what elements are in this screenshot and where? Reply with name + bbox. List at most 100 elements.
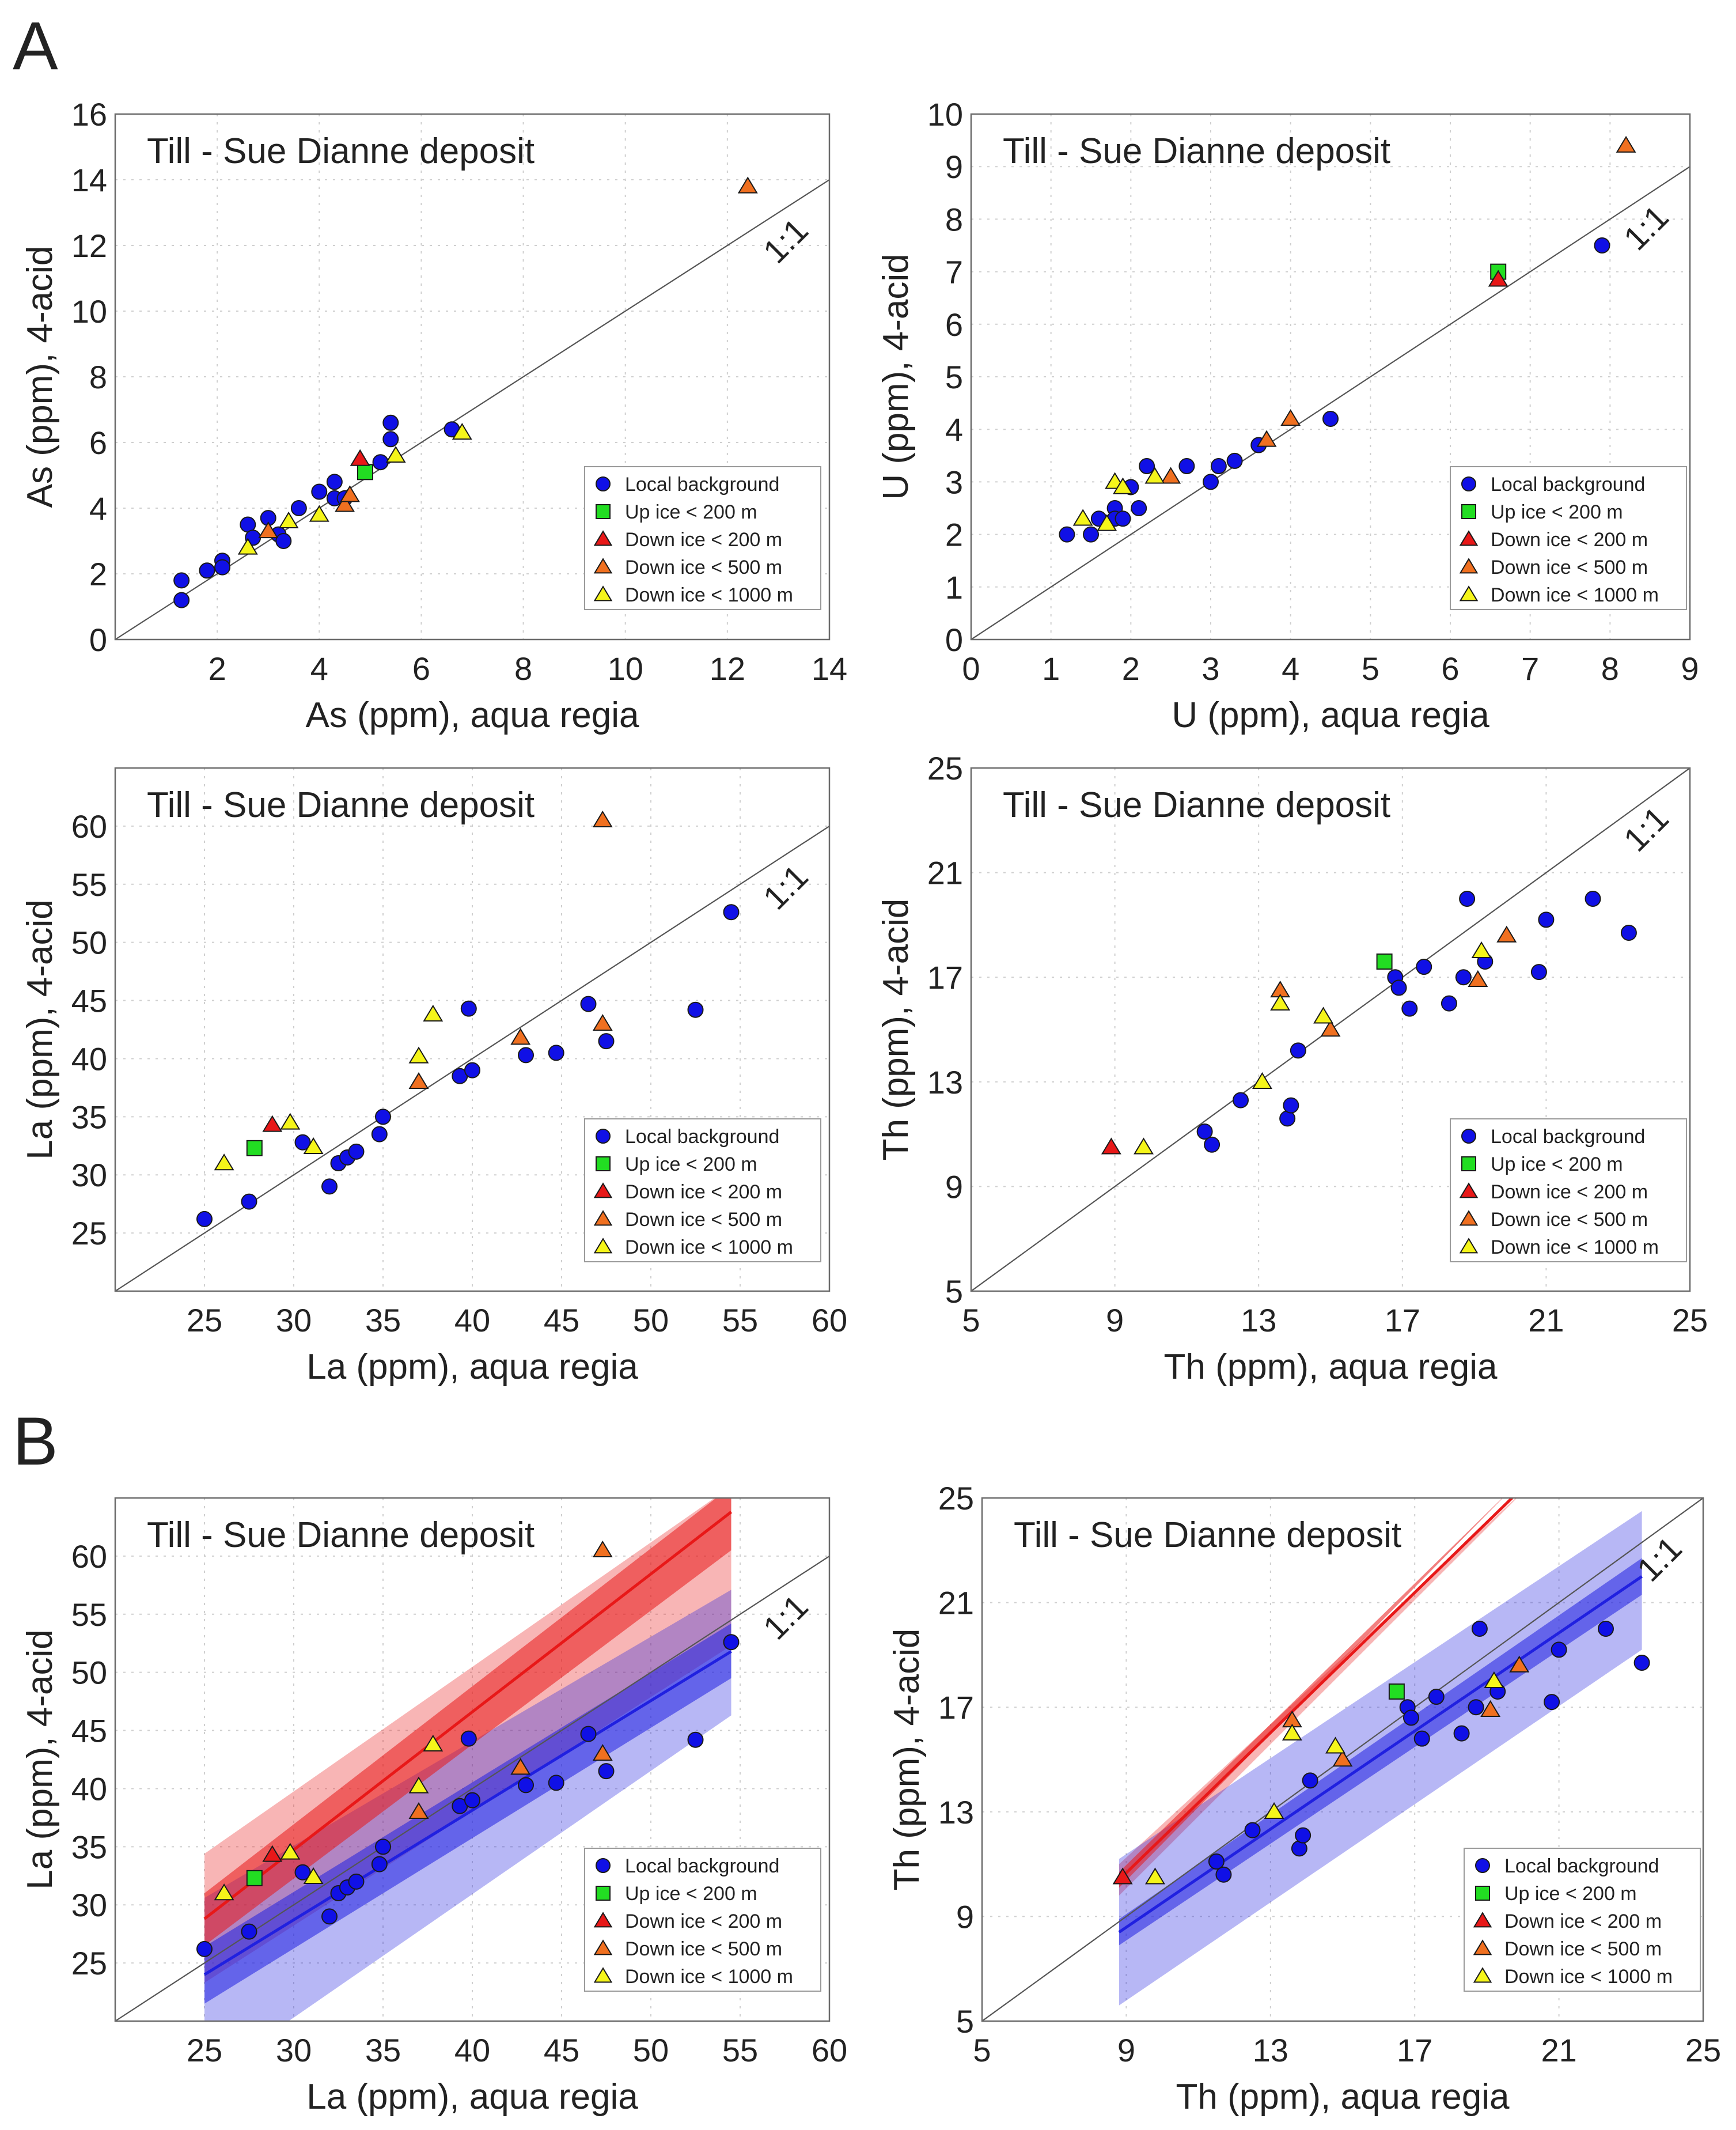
legend: Local background Up ice < 200 m Down ice <… <box>584 466 821 610</box>
chart-title: Till - Sue Dianne deposit <box>147 785 535 825</box>
x-tick-label: 7 <box>1521 650 1539 687</box>
data-points <box>196 1540 740 1957</box>
point-local <box>326 474 343 490</box>
point-local <box>196 1940 213 1957</box>
point-local <box>518 1777 534 1794</box>
point-local <box>375 1838 391 1855</box>
point-down1000 <box>1264 1802 1284 1819</box>
y-tick-label: 16 <box>71 96 107 133</box>
point-down500 <box>408 1072 429 1089</box>
point-local <box>241 1923 257 1940</box>
point-local <box>460 1000 477 1017</box>
y-tick-label: 30 <box>71 1887 107 1923</box>
data-points <box>196 810 740 1227</box>
x-tick-label: 5 <box>973 2032 991 2068</box>
point-local <box>580 1726 597 1742</box>
point-down1000 <box>1313 1007 1333 1024</box>
point-down1000 <box>214 1153 234 1171</box>
legend: Local background Up ice < 200 m Down ice <… <box>1450 1118 1687 1262</box>
legend-label: Up ice < 200 m <box>625 501 757 523</box>
legend-box <box>584 466 821 610</box>
point-down1000 <box>1282 1723 1302 1741</box>
x-tick-label: 10 <box>608 650 643 687</box>
legend-label: Down ice < 200 m <box>1491 1181 1648 1203</box>
x-tick-label: 25 <box>1685 2032 1721 2068</box>
legend-label: Down ice < 1000 m <box>625 584 793 606</box>
tick-labels: 2 4 6 8 10 12 14 0 2 4 6 8 10 12 14 16 <box>71 96 847 687</box>
legend-marker <box>593 1182 613 1198</box>
legend-marker <box>593 530 613 546</box>
point-local <box>1204 1136 1220 1153</box>
legend-marker <box>596 1886 611 1901</box>
legend-marker <box>1459 530 1479 546</box>
chart-title: Till - Sue Dianne deposit <box>147 131 535 171</box>
point-down200 <box>262 1115 283 1132</box>
plot-frame <box>114 113 831 641</box>
point-down500 <box>1509 1655 1530 1673</box>
legend-label: Down ice < 500 m <box>1491 1209 1648 1231</box>
x-tick-label: 55 <box>722 2032 758 2068</box>
y-axis-label: U (ppm), 4-acid <box>876 254 916 500</box>
data-points <box>1059 135 1636 543</box>
band-blue-inner <box>1119 1558 1642 1946</box>
x-axis-label: As (ppm), aqua regia <box>306 695 639 735</box>
x-axis-label: La (ppm), aqua regia <box>306 2077 638 2117</box>
x-tick-label: 40 <box>454 2032 490 2068</box>
point-local <box>1178 458 1195 475</box>
point-down500 <box>1280 409 1301 426</box>
legend-marker <box>1459 558 1479 574</box>
point-local <box>1295 1827 1312 1844</box>
point-down500 <box>592 810 613 828</box>
point-down1000 <box>1097 514 1117 531</box>
y-tick-label: 21 <box>938 1585 974 1621</box>
legend-marker <box>1461 1156 1476 1171</box>
x-axis-label: Th (ppm), aqua regia <box>1164 1347 1498 1387</box>
y-tick-label: 9 <box>945 1168 963 1205</box>
legend-marker <box>593 1912 613 1928</box>
chart-A-La: 25 30 35 40 45 50 55 60 25 30 35 40 45 50 55 60 La (ppm)… <box>20 767 847 1387</box>
chart-B-Th: 5 9 13 17 21 25 5 9 13 17 21 25 Th (ppm), aqua regia… <box>887 1480 1721 2117</box>
legend-marker <box>593 585 613 601</box>
x-tick-label: 21 <box>1541 2032 1576 2068</box>
legend: Local background Up ice < 200 m Down ice <… <box>1450 466 1687 610</box>
x-tick-label: 4 <box>310 650 328 687</box>
x-tick-label: 25 <box>1672 1302 1708 1338</box>
point-local <box>275 533 292 549</box>
y-tick-label: 40 <box>71 1770 107 1807</box>
x-tick-label: 13 <box>1253 2032 1288 2068</box>
x-tick-label: 6 <box>1441 650 1459 687</box>
x-tick-label: 4 <box>1282 650 1299 687</box>
point-local <box>196 1210 213 1227</box>
band-red-inner <box>1119 1498 1503 1888</box>
point-local <box>348 1143 365 1160</box>
x-tick-label: 1 <box>1042 650 1060 687</box>
point-down500 <box>510 1758 531 1775</box>
y-tick-label: 5 <box>945 1273 963 1310</box>
chart-A-U: 0 1 2 3 4 5 6 7 8 9 0 1 2 3 4 5 6 7 8 9 10 U (ppm), aqua regi… <box>876 96 1699 735</box>
tick-labels: 25 30 35 40 45 50 55 60 25 30 35 40 45 50 55 60 <box>71 1538 847 2068</box>
point-down500 <box>510 1028 531 1045</box>
legend-label: Up ice < 200 m <box>1504 1883 1637 1905</box>
panel-label-b: B <box>13 1403 58 1480</box>
point-local <box>1413 1730 1430 1747</box>
point-local <box>687 1731 704 1748</box>
y-tick-label: 10 <box>71 293 107 330</box>
one-to-one-line <box>971 166 1690 640</box>
legend-marker <box>1461 1129 1476 1144</box>
y-tick-label: 1 <box>945 569 963 606</box>
point-local <box>1208 1853 1225 1870</box>
y-tick-label: 6 <box>945 307 963 343</box>
legend-box <box>1450 1118 1687 1262</box>
y-axis-label: Th (ppm), 4-acid <box>887 1629 927 1891</box>
y-tick-label: 50 <box>71 1655 107 1691</box>
x-tick-label: 25 <box>187 2032 222 2068</box>
point-local <box>173 572 190 589</box>
y-tick-label: 40 <box>71 1041 107 1077</box>
chart-title: Till - Sue Dianne deposit <box>1003 131 1390 171</box>
point-local <box>1468 1699 1484 1716</box>
plot-area <box>971 166 1690 640</box>
y-tick-label: 17 <box>927 959 963 996</box>
one-to-one-label: 1:1 <box>756 211 816 271</box>
point-local <box>382 414 399 431</box>
legend-label: Down ice < 500 m <box>625 1938 782 1960</box>
